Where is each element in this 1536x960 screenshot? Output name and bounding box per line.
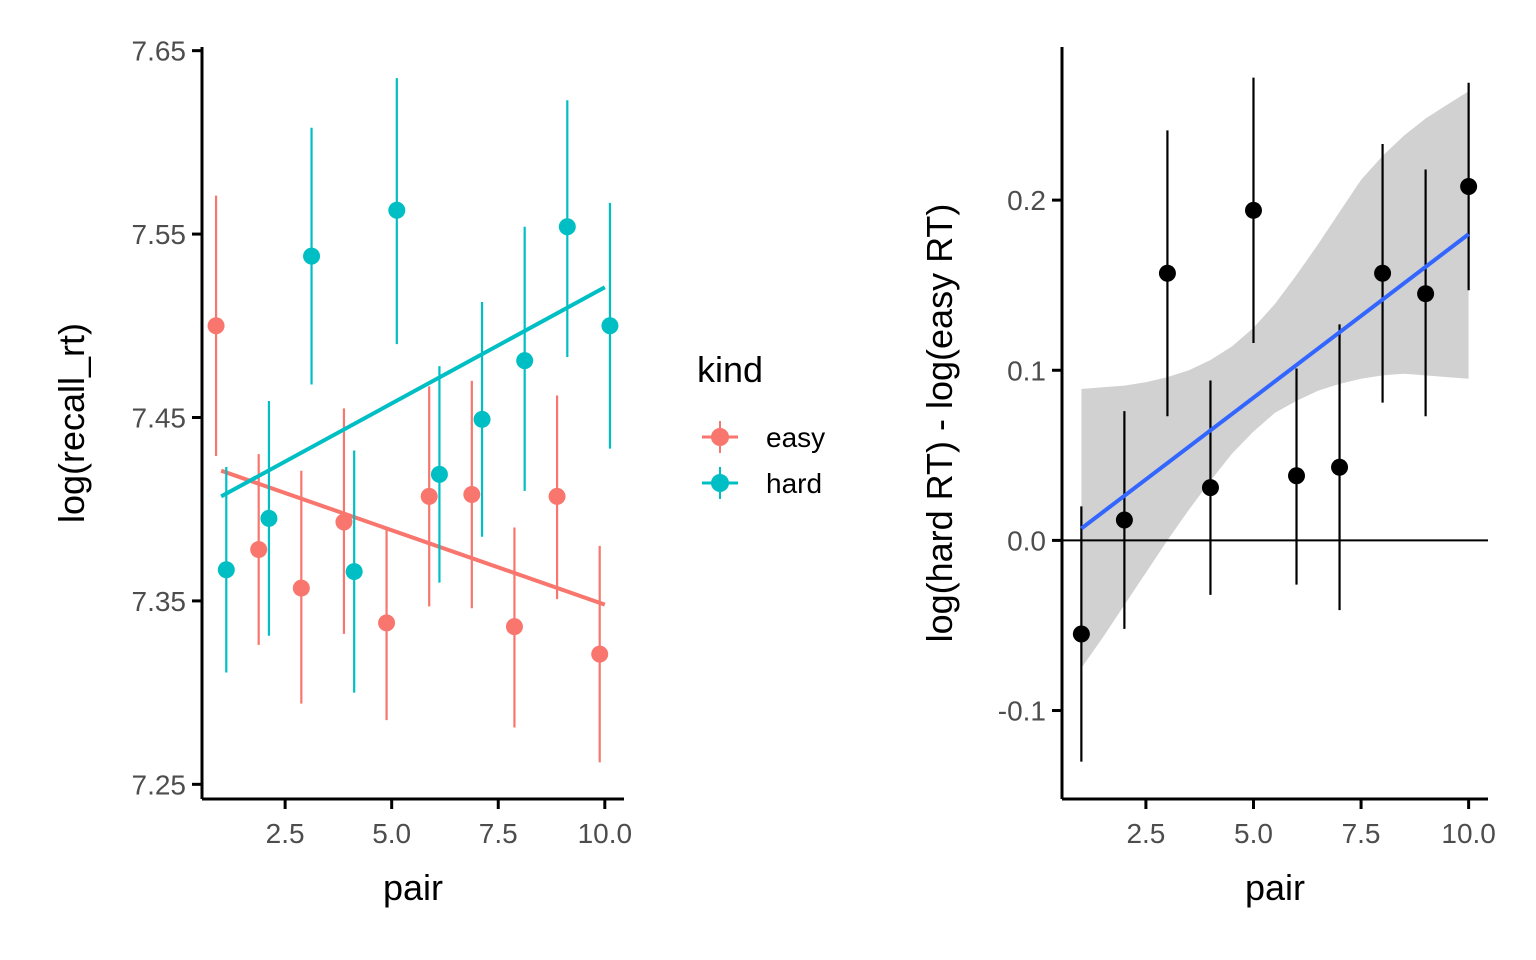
left-chart-panel: 7.257.357.457.557.65 2.5 5.0 7.5 10.0 pair … bbox=[51, 36, 825, 908]
left-chart-y-tick-label: 7.25 bbox=[132, 769, 187, 800]
data-point-easy bbox=[335, 513, 353, 531]
trend-line-easy bbox=[220, 468, 606, 607]
left-chart-y-ticks: 7.25 7.35 7.45 7.55 7.65 bbox=[132, 36, 202, 800]
right-chart-panel: -0.1 0.0 0.1 0.2 2.5 5.0 7.5 10.0 pair log(har… bbox=[919, 47, 1496, 908]
left-chart-x-tick-label: 2.5 bbox=[266, 818, 305, 849]
data-point-easy bbox=[292, 579, 310, 597]
data-point-easy bbox=[250, 541, 268, 559]
left-chart-x-tick-label: 10.0 bbox=[578, 818, 633, 849]
data-point bbox=[1201, 479, 1219, 497]
left-chart-y-tick-label: 7.65 bbox=[132, 36, 187, 67]
trend-line-hard bbox=[220, 285, 606, 499]
data-point-easy bbox=[420, 487, 438, 505]
data-point bbox=[1072, 625, 1090, 643]
data-point-hard bbox=[516, 352, 534, 370]
left-chart-x-ticks: 2.5 5.0 7.5 10.0 bbox=[266, 799, 632, 849]
data-point-easy bbox=[548, 487, 566, 505]
right-chart-y-axis-title: log(hard RT) - log(easy RT) bbox=[919, 204, 960, 643]
legend-label-hard: hard bbox=[766, 468, 822, 499]
data-point-easy bbox=[505, 618, 523, 636]
data-point bbox=[1460, 178, 1478, 196]
right-chart-x-axis-title: pair bbox=[1245, 867, 1305, 908]
data-point-hard bbox=[260, 509, 278, 527]
left-chart-y-tick-label: 7.55 bbox=[132, 219, 187, 250]
data-point bbox=[1288, 467, 1306, 485]
data-point bbox=[1331, 458, 1349, 476]
left-chart-x-tick-label: 7.5 bbox=[479, 818, 518, 849]
right-chart-y-tick-label: 0.2 bbox=[1007, 185, 1046, 216]
data-point-easy bbox=[207, 317, 225, 335]
data-point bbox=[1244, 201, 1262, 219]
right-chart-y-tick-label: -0.1 bbox=[998, 696, 1046, 727]
legend-key-easy-point bbox=[711, 428, 729, 446]
right-chart-x-tick-label: 5.0 bbox=[1234, 818, 1273, 849]
left-chart-data-layer bbox=[207, 78, 619, 763]
legend: kind easy hard bbox=[697, 349, 825, 499]
left-chart-x-tick-label: 5.0 bbox=[372, 818, 411, 849]
legend-key-hard-point bbox=[711, 474, 729, 492]
regression-line bbox=[1080, 232, 1470, 531]
right-chart-x-tick-label: 2.5 bbox=[1126, 818, 1165, 849]
left-chart-y-axis-title: log(recall_rt) bbox=[51, 323, 92, 523]
data-point bbox=[1115, 511, 1133, 529]
data-point bbox=[1158, 264, 1176, 282]
data-point-easy bbox=[463, 486, 481, 504]
data-point bbox=[1417, 285, 1435, 303]
legend-title: kind bbox=[697, 349, 763, 390]
right-chart-x-tick-label: 10.0 bbox=[1441, 818, 1496, 849]
left-chart-y-tick-label: 7.45 bbox=[132, 402, 187, 433]
data-point-easy bbox=[378, 614, 396, 632]
data-point-hard bbox=[388, 201, 406, 219]
data-point-easy bbox=[591, 645, 609, 663]
data-point-hard bbox=[217, 561, 235, 579]
right-chart-y-tick-label: 0.0 bbox=[1007, 525, 1046, 556]
right-chart-x-ticks: 2.5 5.0 7.5 10.0 bbox=[1126, 799, 1496, 849]
legend-key-easy bbox=[702, 421, 738, 453]
legend-label-easy: easy bbox=[766, 422, 825, 453]
right-chart-data-layer bbox=[1062, 77, 1488, 762]
data-point-hard bbox=[345, 563, 363, 581]
left-chart-y-tick-label: 7.35 bbox=[132, 586, 187, 617]
data-point-hard bbox=[430, 465, 448, 483]
right-chart-x-tick-label: 7.5 bbox=[1342, 818, 1381, 849]
data-point-hard bbox=[558, 218, 576, 236]
right-chart-y-tick-label: 0.1 bbox=[1007, 355, 1046, 386]
right-chart-y-ticks: -0.1 0.0 0.1 0.2 bbox=[998, 185, 1062, 727]
data-point-hard bbox=[473, 410, 491, 428]
data-point-hard bbox=[303, 247, 321, 265]
left-chart-x-axis-title: pair bbox=[383, 867, 443, 908]
data-point-hard bbox=[601, 317, 619, 335]
data-point bbox=[1374, 264, 1392, 282]
legend-key-hard bbox=[702, 467, 738, 499]
